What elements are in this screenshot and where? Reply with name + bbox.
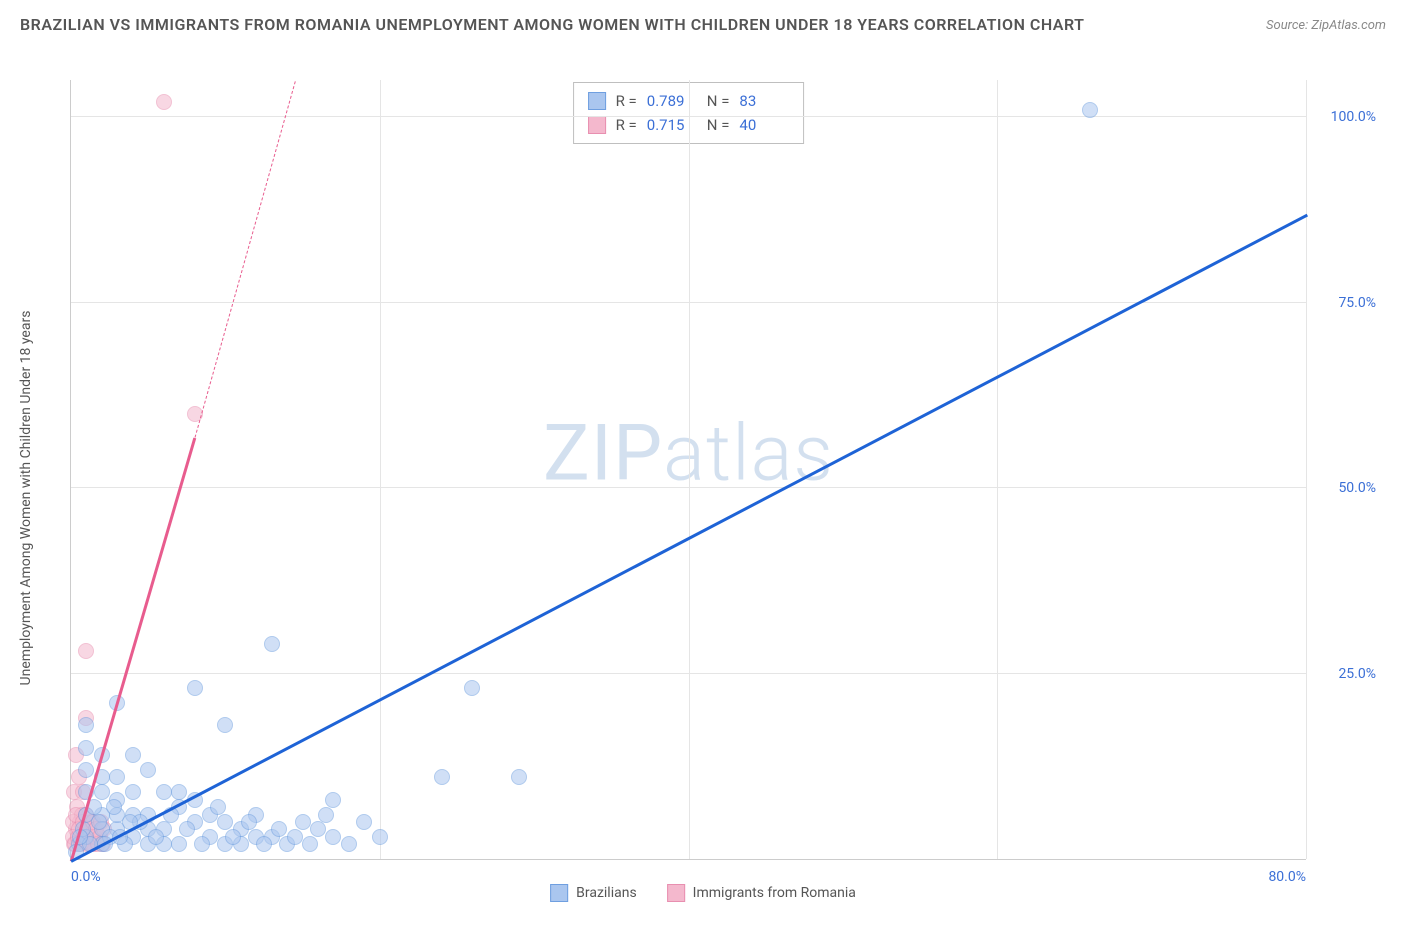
legend-label: Brazilians [576, 885, 637, 901]
scatter-point [372, 829, 388, 845]
chart-header: BRAZILIAN VS IMMIGRANTS FROM ROMANIA UNE… [0, 0, 1406, 42]
x-tick-label: 80.0% [1268, 869, 1306, 885]
stat-label-R: R = [616, 89, 637, 113]
legend-item: Brazilians [550, 884, 637, 902]
gridline-horizontal [71, 302, 1306, 303]
scatter-point [1082, 102, 1098, 118]
y-tick-label: 100.0% [1316, 109, 1376, 125]
gridline-horizontal [71, 116, 1306, 117]
legend-swatch [588, 92, 606, 110]
chart-container: Unemployment Among Women with Children U… [20, 70, 1386, 910]
scatter-point [78, 740, 94, 756]
scatter-point [187, 680, 203, 696]
gridline-vertical [1306, 80, 1307, 859]
scatter-point [78, 643, 94, 659]
gridline-vertical [997, 80, 998, 859]
scatter-point [217, 814, 233, 830]
scatter-point [325, 792, 341, 808]
scatter-point [318, 807, 334, 823]
scatter-point [194, 836, 210, 852]
scatter-point [264, 636, 280, 652]
scatter-point [125, 784, 141, 800]
scatter-point [125, 747, 141, 763]
chart-title: BRAZILIAN VS IMMIGRANTS FROM ROMANIA UNE… [20, 12, 1084, 38]
gridline-horizontal [71, 673, 1306, 674]
watermark-zip: ZIP [543, 408, 663, 499]
gridline-vertical [689, 80, 690, 859]
bottom-legend: Brazilians Immigrants from Romania [550, 884, 856, 902]
gridline-vertical [380, 80, 381, 859]
y-tick-label: 25.0% [1316, 666, 1376, 682]
legend-label: Immigrants from Romania [693, 885, 856, 901]
legend-swatch [550, 884, 568, 902]
scatter-point [106, 799, 122, 815]
legend-swatch [588, 116, 606, 134]
scatter-point [241, 814, 257, 830]
trend-line-extrapolated [194, 80, 295, 437]
scatter-point [310, 821, 326, 837]
scatter-point [179, 821, 195, 837]
scatter-point [140, 762, 156, 778]
x-tick-label: 0.0% [71, 869, 101, 885]
scatter-point [171, 836, 187, 852]
scatter-point [287, 829, 303, 845]
gridline-horizontal [71, 487, 1306, 488]
scatter-point [341, 836, 357, 852]
y-tick-label: 50.0% [1316, 480, 1376, 496]
scatter-point [171, 784, 187, 800]
scatter-point [271, 821, 287, 837]
scatter-point [210, 799, 226, 815]
scatter-point [156, 784, 172, 800]
scatter-point [356, 814, 372, 830]
chart-source: Source: ZipAtlas.com [1266, 18, 1386, 33]
scatter-point [225, 829, 241, 845]
scatter-point [302, 836, 318, 852]
scatter-point [325, 829, 341, 845]
scatter-point [156, 94, 172, 110]
y-tick-label: 75.0% [1316, 295, 1376, 311]
plot-area: ZIPatlas R =0.789N =83R =0.715N =40 0.0%… [70, 80, 1306, 860]
scatter-point [109, 769, 125, 785]
legend-swatch [667, 884, 685, 902]
scatter-point [78, 717, 94, 733]
stat-label-N: N = [707, 89, 730, 113]
y-axis-label: Unemployment Among Women with Children U… [18, 311, 34, 686]
scatter-point [464, 680, 480, 696]
scatter-point [511, 769, 527, 785]
scatter-point [91, 814, 107, 830]
scatter-point [148, 829, 164, 845]
scatter-point [295, 814, 311, 830]
stat-value-N: 83 [739, 89, 789, 113]
legend-item: Immigrants from Romania [667, 884, 856, 902]
scatter-point [94, 784, 110, 800]
scatter-point [217, 717, 233, 733]
scatter-point [256, 836, 272, 852]
scatter-point [434, 769, 450, 785]
scatter-point [78, 762, 94, 778]
